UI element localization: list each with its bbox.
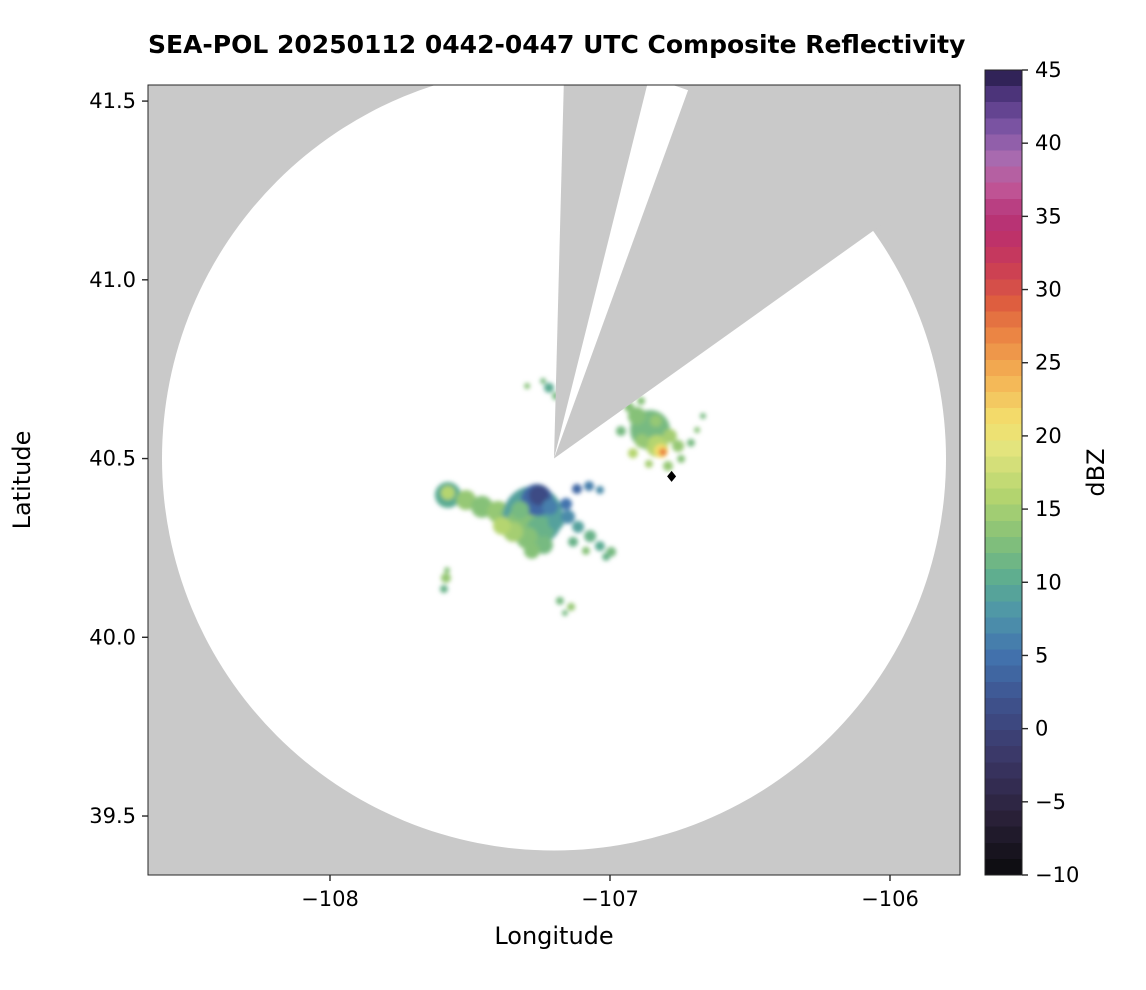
- echo-blob: [444, 567, 451, 574]
- colorbar-label: dBZ: [1082, 448, 1110, 496]
- echo-blob: [627, 448, 638, 459]
- echo-blob: [615, 426, 626, 437]
- y-axis-tick-label: 41.5: [89, 89, 136, 113]
- colorbar-tick-label: 15: [1035, 497, 1062, 521]
- colorbar-tick-label: 45: [1035, 58, 1062, 82]
- x-axis-tick-label: −106: [861, 887, 919, 911]
- echo-blob: [658, 448, 667, 457]
- echo-blob: [440, 572, 451, 583]
- echo-blob: [694, 426, 701, 433]
- echo-blob: [555, 596, 564, 605]
- colorbar-tick-label: 20: [1035, 424, 1062, 448]
- colorbar-tick-label: 40: [1035, 131, 1062, 155]
- chart-title: SEA-POL 20250112 0442-0447 UTC Composite…: [148, 30, 966, 59]
- echo-blob: [492, 516, 511, 535]
- y-axis-tick-label: 41.0: [89, 268, 136, 292]
- echo-blob: [542, 498, 559, 515]
- echo-blob: [572, 520, 585, 533]
- x-axis-label: Longitude: [494, 922, 613, 950]
- echo-blob: [568, 536, 579, 547]
- y-axis-tick-label: 40.5: [89, 447, 136, 471]
- echo-blob: [634, 434, 649, 449]
- echo-blob: [595, 486, 604, 495]
- colorbar-tick-label: −10: [1035, 863, 1079, 887]
- echo-blob: [524, 382, 531, 389]
- echo-blob: [584, 530, 597, 543]
- echo-blob: [662, 429, 677, 444]
- echo-blob: [511, 501, 530, 520]
- echo-blob: [677, 454, 686, 463]
- y-axis-tick-label: 40.0: [89, 625, 136, 649]
- colorbar-tick-label: 30: [1035, 278, 1062, 302]
- colorbar-tick-label: −5: [1035, 790, 1066, 814]
- x-axis-tick-label: −108: [301, 887, 359, 911]
- blocked-sector: [554, 85, 648, 459]
- y-axis-label: Latitude: [8, 431, 36, 530]
- echo-blob: [662, 461, 673, 472]
- location-marker: [667, 470, 677, 482]
- blocked-sector: [554, 85, 931, 459]
- echo-blob: [627, 407, 646, 426]
- echo-blob: [561, 609, 568, 616]
- echo-layer: [434, 377, 706, 616]
- plot-spines: [147, 84, 961, 876]
- echo-blob: [523, 542, 540, 559]
- echo-blob: [456, 490, 477, 511]
- echo-blob: [584, 481, 594, 492]
- echo-blob: [439, 585, 448, 594]
- echo-blob: [637, 397, 646, 405]
- y-axis-tick-label: 39.5: [89, 804, 136, 828]
- x-axis-tick-label: −107: [581, 887, 639, 911]
- echo-blob: [560, 497, 573, 510]
- echo-blob: [547, 513, 564, 530]
- echo-blob: [567, 602, 576, 611]
- echo-blob: [644, 459, 653, 468]
- echo-blob: [686, 438, 695, 447]
- echo-blob: [571, 483, 582, 494]
- echo-blob: [440, 485, 455, 500]
- colorbar-tick-label: 10: [1035, 570, 1062, 594]
- echo-blob: [649, 415, 662, 428]
- colorbar-tick-label: 35: [1035, 204, 1062, 228]
- colorbar-tick-label: 25: [1035, 351, 1062, 375]
- echo-blob: [528, 485, 549, 506]
- echo-blob: [672, 440, 685, 453]
- echo-blob: [602, 552, 611, 561]
- echo-blob: [594, 541, 605, 552]
- echo-blob: [543, 382, 554, 393]
- echo-blob: [699, 413, 706, 420]
- echo-blob: [561, 509, 575, 524]
- echo-blob: [581, 546, 590, 555]
- echo-blob: [540, 377, 547, 384]
- plot-area-group: [148, 85, 960, 875]
- colorbar-gradient: [985, 70, 1022, 875]
- colorbar-tick-label: 5: [1035, 643, 1048, 667]
- colorbar-tick-label: 0: [1035, 717, 1048, 741]
- colorbar-outline: [984, 69, 1023, 876]
